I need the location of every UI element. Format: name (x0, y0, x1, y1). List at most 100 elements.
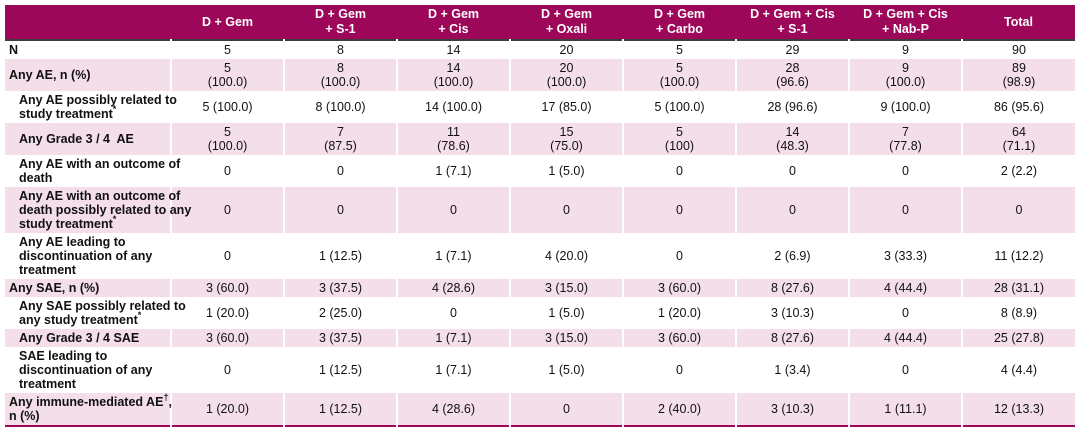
row-label-text: Any SAE, n (%) (9, 281, 100, 295)
value-cell: 90 (961, 40, 1075, 59)
value-cell: 1 (3.4) (735, 347, 849, 393)
value-cell: 5 (622, 40, 736, 59)
value-cell: 0 (170, 155, 284, 187)
value-cell: 1 (20.0) (622, 297, 736, 329)
value-cell: 14 (396, 40, 510, 59)
value-cell: 3 (15.0) (509, 279, 623, 297)
value-cell: 15 (75.0) (509, 123, 623, 155)
value-cell: 25 (27.8) (961, 329, 1075, 347)
value-cell: 0 (396, 187, 510, 233)
value-cell: 20 (509, 40, 623, 59)
value-cell: 3 (37.5) (283, 279, 397, 297)
value-cell: 4 (4.4) (961, 347, 1075, 393)
value-cell: 4 (44.4) (848, 279, 962, 297)
row-label: Any Grade 3 / 4 SAE (5, 329, 171, 347)
row-label: Any Grade 3 / 4 AE (5, 123, 171, 155)
value-cell: 5 (100) (622, 123, 736, 155)
value-cell: 1 (12.5) (283, 393, 397, 426)
value-cell: 1 (11.1) (848, 393, 962, 426)
value-cell: 1 (12.5) (283, 347, 397, 393)
row-label-text: Any AE possibly related to study treatme… (19, 93, 177, 121)
value-cell: 11 (78.6) (396, 123, 510, 155)
value-cell: 17 (85.0) (509, 91, 623, 123)
value-cell: 14 (48.3) (735, 123, 849, 155)
row-label: Any SAE possibly related to any study tr… (5, 297, 186, 329)
value-cell: 0 (622, 187, 736, 233)
column-header: D + Gem + Oxali (510, 5, 623, 40)
table-row: Any AE with an outcome of death 0 0 1 (7.1)… (5, 155, 1075, 187)
row-label: Any AE leading to discontinuation of any… (5, 233, 171, 279)
value-cell: 7 (87.5) (283, 123, 397, 155)
value-cell: 0 (848, 155, 962, 187)
value-cell: 5 (100.0) (170, 91, 284, 123)
value-cell: 1 (12.5) (283, 233, 397, 279)
value-cell: 3 (10.3) (735, 393, 849, 426)
value-cell: 9 (100.0) (848, 59, 962, 91)
value-cell: 1 (7.1) (396, 233, 510, 279)
value-cell: 1 (7.1) (396, 155, 510, 187)
value-cell: 0 (170, 233, 284, 279)
column-header: D + Gem + Carbo (623, 5, 736, 40)
table-row: Any SAE, n (%) 3 (60.0) 3 (37.5) 4 (28.6) 3 … (5, 279, 1075, 297)
value-cell: 29 (735, 40, 849, 59)
value-cell: 9 (100.0) (848, 91, 962, 123)
value-cell: 1 (5.0) (509, 347, 623, 393)
row-label-text: N (9, 43, 19, 57)
value-cell: 8 (27.6) (735, 329, 849, 347)
value-cell: 4 (20.0) (509, 233, 623, 279)
superscript-marker: † (163, 391, 169, 402)
row-label: Any SAE, n (%) (5, 279, 171, 297)
value-cell: 4 (44.4) (848, 329, 962, 347)
value-cell: 1 (5.0) (509, 297, 623, 329)
table-row: N 5 8 14 20 5 29 9 90 (5, 40, 1075, 59)
value-cell: 5 (100.0) (170, 123, 284, 155)
value-cell: 14 (100.0) (396, 59, 510, 91)
row-label-text: Any Grade 3 / 4 AE (19, 132, 134, 146)
header-row: D + Gem D + Gem + S-1 D + Gem + Cis D + Gem… (5, 5, 1075, 40)
value-cell: 1 (20.0) (170, 297, 284, 329)
value-cell: 0 (848, 297, 962, 329)
value-cell: 89 (98.9) (961, 59, 1075, 91)
value-cell: 64 (71.1) (961, 123, 1075, 155)
column-header: D + Gem + S-1 (284, 5, 397, 40)
value-cell: 20 (100.0) (509, 59, 623, 91)
value-cell: 0 (622, 347, 736, 393)
table-row: Any AE possibly related to study treatme… (5, 91, 1075, 123)
row-label-text: Any SAE possibly related to any study tr… (19, 299, 186, 327)
value-cell: 4 (28.6) (396, 279, 510, 297)
value-cell: 3 (60.0) (622, 279, 736, 297)
row-label: Any AE possibly related to study treatme… (5, 91, 177, 123)
row-label: Any AE with an outcome of death possibly… (5, 187, 191, 233)
value-cell: 0 (170, 187, 284, 233)
row-label-text: Any AE leading to discontinuation of any… (19, 235, 153, 277)
value-cell: 0 (848, 347, 962, 393)
value-cell: 5 (100.0) (622, 91, 736, 123)
superscript-marker: * (112, 103, 117, 114)
table-row: Any SAE possibly related to any study tr… (5, 297, 1075, 329)
column-header: Total (962, 5, 1075, 40)
value-cell: 8 (100.0) (283, 59, 397, 91)
row-label-text: Any AE, n (%) (9, 68, 91, 82)
value-cell: 8 (8.9) (961, 297, 1075, 329)
value-cell: 0 (509, 393, 623, 426)
table-row: Any AE with an outcome of death possibly… (5, 187, 1075, 233)
value-cell: 14 (100.0) (396, 91, 510, 123)
value-cell: 3 (10.3) (735, 297, 849, 329)
row-label-text: Any AE with an outcome of death possibly… (19, 189, 192, 231)
superscript-marker: * (112, 213, 117, 224)
table-row: SAE leading to discontinuation of any tr… (5, 347, 1075, 393)
row-label: SAE leading to discontinuation of any tr… (5, 347, 171, 393)
value-cell: 0 (396, 297, 510, 329)
value-cell: 3 (60.0) (170, 329, 284, 347)
row-label: N (5, 40, 171, 59)
value-cell: 4 (28.6) (396, 393, 510, 426)
value-cell: 9 (848, 40, 962, 59)
superscript-marker: * (137, 309, 142, 320)
row-label-column-header (5, 5, 171, 40)
value-cell: 1 (20.0) (170, 393, 284, 426)
value-cell: 0 (848, 187, 962, 233)
column-header: D + Gem + Cis (397, 5, 510, 40)
value-cell: 7 (77.8) (848, 123, 962, 155)
table-row: Any Grade 3 / 4 AE 5 (100.0) 7 (87.5) 11 (7… (5, 123, 1075, 155)
